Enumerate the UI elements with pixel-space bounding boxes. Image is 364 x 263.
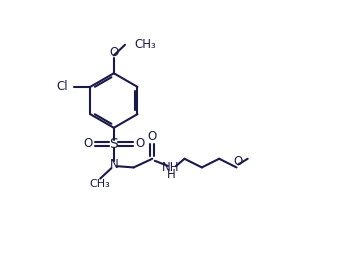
Text: S: S — [110, 137, 118, 151]
Text: CH₃: CH₃ — [134, 38, 156, 51]
Text: O: O — [109, 47, 118, 59]
Text: Cl: Cl — [56, 80, 68, 93]
Text: O: O — [148, 130, 157, 143]
Text: O: O — [233, 155, 242, 168]
Text: O: O — [83, 137, 92, 150]
Text: NH: NH — [162, 161, 179, 174]
Text: CH₃: CH₃ — [90, 179, 111, 189]
Text: O: O — [135, 137, 145, 150]
Text: N: N — [110, 158, 118, 171]
Text: H: H — [167, 168, 176, 181]
